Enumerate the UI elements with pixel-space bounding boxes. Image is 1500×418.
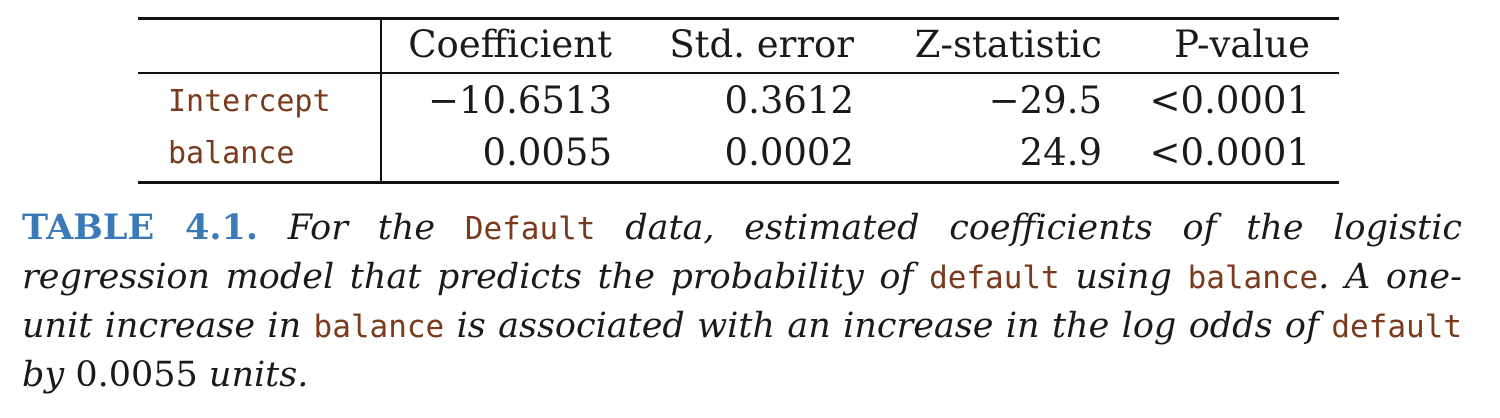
cell-intercept-p-value: <0.0001 [1150,82,1310,119]
header-p-value: P-value [1174,26,1310,63]
header-coefficient: Coefficient [408,26,612,63]
caption-text: using [1060,257,1188,297]
caption-code-default-variable: default [1331,309,1462,345]
header-z-statistic: Z-statistic [915,26,1102,63]
caption-code-default-dataset: Default [465,211,596,247]
cell-balance-z-statistic: 24.9 [1020,134,1102,171]
caption-text: by [22,355,75,395]
header-std-error: Std. error [669,26,854,63]
table-caption: TABLE 4.1. For the Default data, estimat… [22,204,1462,399]
caption-number: 0.0055 [75,355,197,395]
table-bottom-rule [138,181,1339,184]
cell-intercept-z-statistic: −29.5 [989,82,1102,119]
table-column-divider [380,17,382,184]
cell-balance-p-value: <0.0001 [1150,134,1310,171]
caption-text: For the [258,208,465,248]
caption-text: is associated with an increase in the lo… [444,306,1331,346]
cell-balance-coefficient: 0.0055 [483,134,612,171]
regression-table: Coefficient Std. error Z-statistic P-val… [138,17,1339,185]
row-label-balance: balance [168,139,294,169]
caption-code-balance: balance [314,309,445,345]
caption-code-default-variable: default [929,260,1060,296]
caption-label: TABLE 4.1. [22,207,258,248]
cell-intercept-std-error: 0.3612 [725,82,854,119]
table-header-rule [138,72,1339,74]
caption-text: units. [198,355,309,395]
cell-intercept-coefficient: −10.6513 [428,82,612,119]
row-label-intercept: Intercept [168,87,331,117]
cell-balance-std-error: 0.0002 [725,134,854,171]
table-top-rule [138,17,1339,20]
caption-code-balance: balance [1188,260,1319,296]
